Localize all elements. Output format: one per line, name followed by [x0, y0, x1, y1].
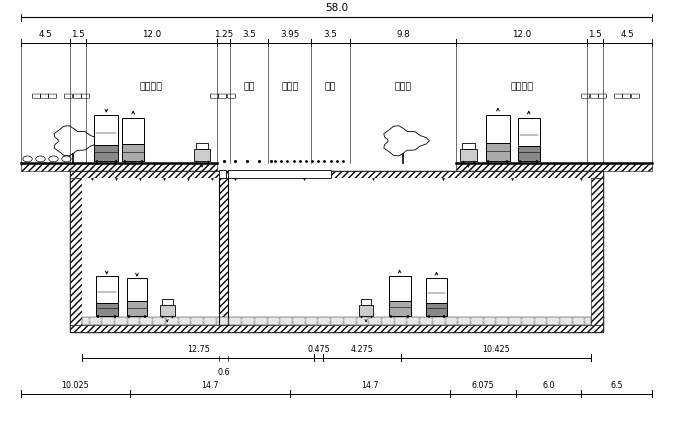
- Text: 1.5: 1.5: [588, 30, 602, 39]
- Bar: [228, 170, 330, 179]
- Bar: [70, 171, 603, 179]
- Text: 人
行
道: 人 行 道: [32, 92, 58, 98]
- Bar: [160, 305, 174, 316]
- Text: 9.8: 9.8: [396, 30, 410, 39]
- Bar: [196, 143, 209, 149]
- Circle shape: [36, 157, 45, 162]
- Text: 14.7: 14.7: [201, 380, 219, 389]
- Bar: [462, 143, 474, 149]
- Text: 58.0: 58.0: [325, 3, 348, 13]
- Bar: [96, 303, 118, 316]
- Bar: [127, 279, 147, 302]
- Bar: [426, 303, 447, 316]
- Text: 3.95: 3.95: [280, 30, 299, 39]
- Text: 4.5: 4.5: [621, 30, 635, 39]
- Text: 绿
化
带: 绿 化 带: [211, 92, 236, 98]
- Bar: [486, 115, 510, 144]
- Bar: [219, 170, 226, 179]
- Bar: [70, 179, 82, 325]
- Text: 机动车道: 机动车道: [510, 82, 533, 91]
- Text: 0.6: 0.6: [217, 367, 229, 376]
- Circle shape: [49, 157, 58, 162]
- Bar: [82, 317, 591, 325]
- Text: 10.425: 10.425: [482, 345, 510, 354]
- Bar: [460, 149, 476, 161]
- Bar: [96, 277, 118, 303]
- Text: 0.475: 0.475: [308, 345, 330, 354]
- Text: 4.5: 4.5: [38, 30, 52, 39]
- Text: 绿化带: 绿化带: [281, 82, 299, 91]
- Text: 10.025: 10.025: [61, 380, 90, 389]
- Text: 4.275: 4.275: [351, 345, 374, 354]
- Text: 人
行
道: 人 行 道: [615, 92, 641, 98]
- Bar: [127, 302, 147, 316]
- Bar: [219, 179, 228, 325]
- Polygon shape: [54, 127, 100, 156]
- Bar: [361, 299, 371, 305]
- Text: 6.075: 6.075: [472, 380, 495, 389]
- Bar: [359, 305, 374, 316]
- Text: 机动车道: 机动车道: [140, 82, 163, 91]
- Bar: [486, 144, 510, 161]
- Polygon shape: [384, 127, 429, 156]
- Bar: [122, 145, 144, 161]
- Bar: [518, 118, 540, 147]
- Bar: [122, 118, 144, 145]
- Circle shape: [23, 157, 32, 162]
- Text: 3.5: 3.5: [324, 30, 337, 39]
- Text: 1.25: 1.25: [214, 30, 234, 39]
- Text: 绿化带: 绿化带: [394, 82, 411, 91]
- Text: 6.0: 6.0: [542, 380, 555, 389]
- Bar: [518, 147, 540, 161]
- Bar: [94, 115, 118, 146]
- Text: 6.5: 6.5: [610, 380, 623, 389]
- Circle shape: [62, 157, 71, 162]
- Bar: [194, 149, 211, 161]
- Bar: [70, 325, 603, 333]
- Text: 天窗: 天窗: [325, 82, 336, 91]
- Text: 1.5: 1.5: [71, 30, 85, 39]
- Bar: [162, 299, 172, 305]
- Text: 14.7: 14.7: [361, 380, 379, 389]
- Text: 12.0: 12.0: [142, 30, 161, 39]
- Bar: [456, 164, 652, 171]
- Bar: [591, 179, 603, 325]
- Bar: [388, 301, 411, 316]
- Bar: [21, 164, 217, 171]
- Bar: [94, 146, 118, 161]
- Text: 绿
化
带: 绿 化 带: [582, 92, 608, 98]
- Text: 天窗: 天窗: [244, 82, 255, 91]
- Text: 12.75: 12.75: [186, 345, 209, 354]
- Text: 12.0: 12.0: [512, 30, 531, 39]
- Text: 绿
化
带: 绿 化 带: [65, 92, 91, 98]
- Bar: [82, 179, 591, 325]
- Bar: [70, 171, 603, 333]
- Text: 3.5: 3.5: [242, 30, 256, 39]
- Bar: [426, 279, 447, 303]
- Bar: [388, 277, 411, 301]
